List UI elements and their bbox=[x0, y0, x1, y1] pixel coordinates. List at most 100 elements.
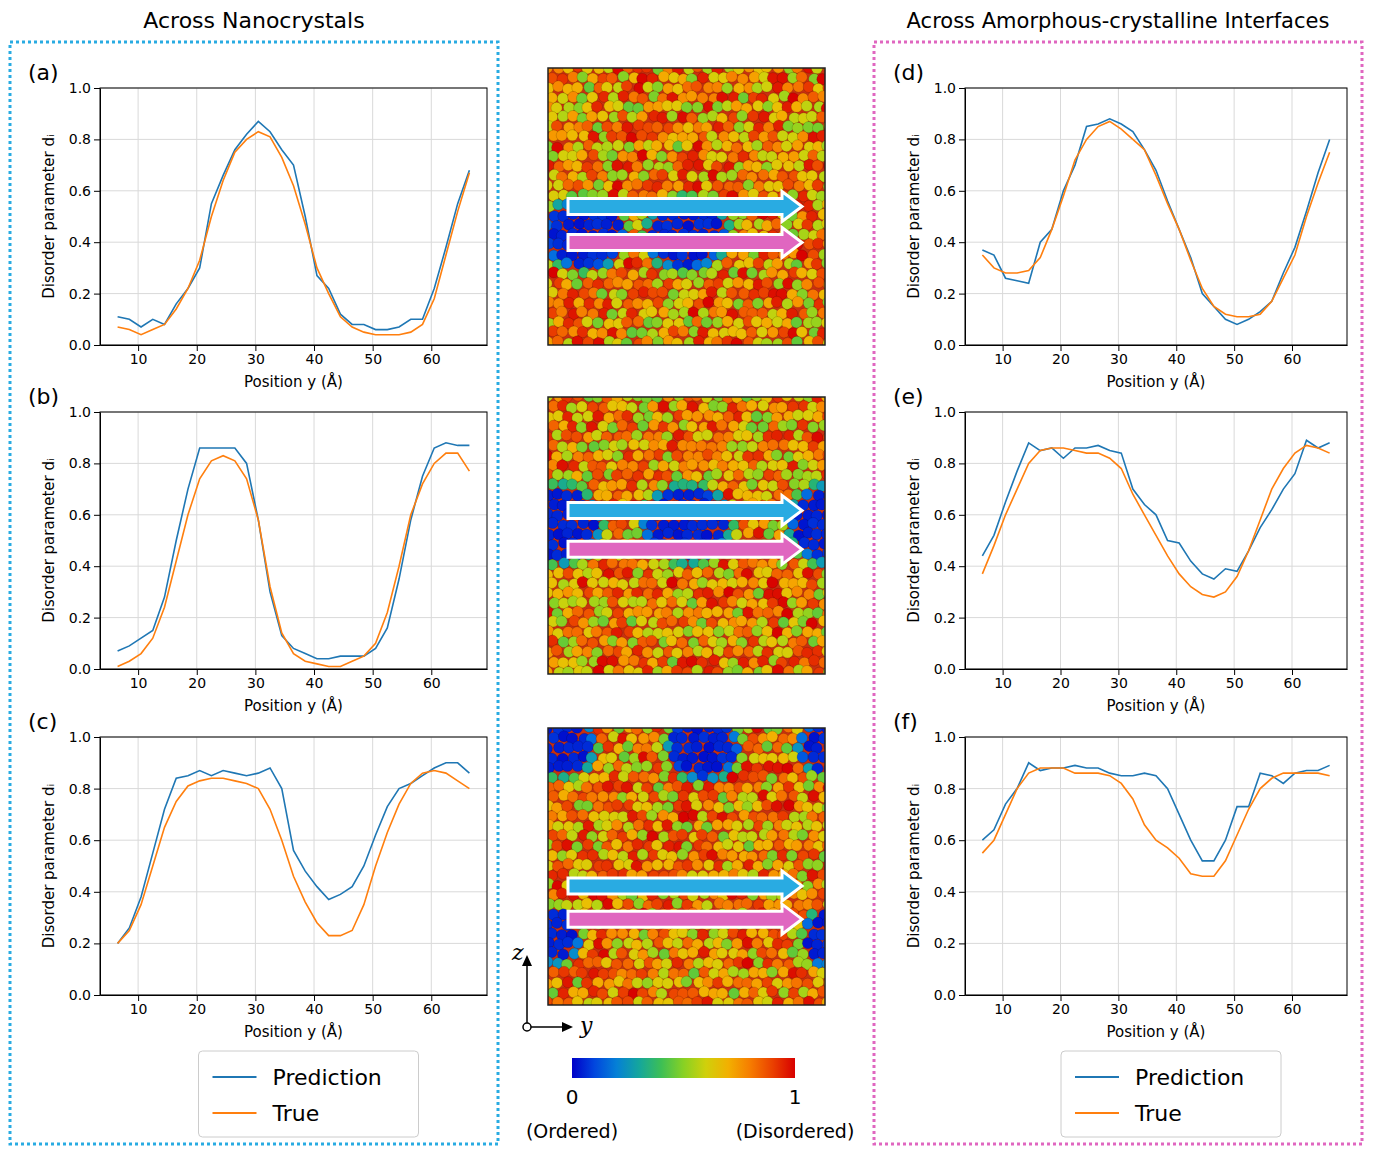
grid-line bbox=[196, 737, 197, 995]
atom bbox=[548, 478, 558, 489]
atom bbox=[759, 111, 770, 122]
tick-label: 60 bbox=[423, 675, 441, 691]
atom bbox=[812, 336, 823, 345]
y-tick: 0.4 bbox=[934, 558, 965, 574]
x-axis: 102030405060 bbox=[101, 345, 488, 367]
atom bbox=[776, 110, 787, 121]
atom bbox=[621, 81, 632, 92]
grid-line bbox=[1060, 737, 1061, 995]
atom bbox=[766, 636, 777, 647]
x-axis-title: Position y (Å) bbox=[1107, 696, 1206, 715]
tick-mark bbox=[94, 840, 100, 841]
atom bbox=[632, 645, 643, 656]
atom bbox=[607, 596, 618, 607]
chart: 1020304050600.00.20.40.60.81.0Position y… bbox=[28, 60, 488, 391]
atom bbox=[592, 411, 603, 422]
y-tick: 0.8 bbox=[934, 455, 965, 471]
x-tick: 10 bbox=[994, 345, 1012, 367]
atom bbox=[807, 421, 818, 432]
y-tick: 1.0 bbox=[69, 404, 100, 420]
atom bbox=[666, 440, 677, 451]
panel-label: (c) bbox=[28, 709, 57, 734]
series-line bbox=[118, 771, 470, 944]
tick-label: 50 bbox=[1226, 1001, 1244, 1017]
atom bbox=[687, 459, 698, 470]
tick-label: 20 bbox=[188, 1001, 206, 1017]
legend-swatch bbox=[1075, 1112, 1119, 1114]
atom bbox=[761, 338, 772, 345]
atom bbox=[758, 421, 769, 432]
atom bbox=[812, 180, 823, 191]
atom bbox=[621, 338, 632, 345]
atom bbox=[658, 401, 669, 412]
tick-label: 0.6 bbox=[69, 183, 91, 199]
x-tick: 10 bbox=[994, 669, 1012, 691]
tick-mark bbox=[959, 412, 965, 413]
atom bbox=[617, 420, 628, 431]
y-tick: 0.2 bbox=[934, 935, 965, 951]
atom bbox=[576, 150, 587, 161]
tick-label: 0.8 bbox=[934, 131, 956, 147]
tick-label: 30 bbox=[1110, 1001, 1128, 1017]
atom bbox=[791, 625, 802, 636]
atom bbox=[801, 489, 812, 500]
atom bbox=[726, 170, 737, 181]
atom bbox=[683, 122, 694, 133]
grid-line bbox=[1176, 737, 1177, 995]
y-tick: 1.0 bbox=[69, 729, 100, 745]
chart: 1020304050600.00.20.40.60.81.0Position y… bbox=[893, 60, 1348, 391]
tick-label: 1.0 bbox=[934, 80, 956, 96]
atom bbox=[656, 151, 667, 162]
atom bbox=[622, 567, 633, 578]
grid-line bbox=[314, 412, 315, 669]
grid-line bbox=[431, 737, 432, 995]
grid-line bbox=[372, 412, 373, 669]
tick-label: 60 bbox=[1284, 351, 1302, 367]
atom bbox=[643, 159, 654, 170]
plot-frame bbox=[965, 412, 1347, 669]
figure: Across NanocrystalsAcross Amorphous-crys… bbox=[0, 0, 1373, 1152]
atom bbox=[794, 160, 805, 171]
atom bbox=[721, 257, 732, 268]
atom bbox=[611, 297, 622, 308]
atom bbox=[718, 519, 729, 530]
atom bbox=[642, 180, 653, 191]
tick-mark bbox=[959, 294, 965, 295]
grid bbox=[965, 88, 1347, 345]
atom bbox=[701, 317, 712, 328]
atom bbox=[646, 269, 657, 280]
grid-line bbox=[1292, 88, 1293, 345]
atom bbox=[566, 479, 577, 490]
x-tick: 60 bbox=[423, 995, 441, 1017]
atom bbox=[548, 577, 557, 588]
column-title: Across Nanocrystals bbox=[143, 8, 364, 33]
series-line bbox=[982, 763, 1329, 861]
atom bbox=[642, 647, 653, 658]
lines bbox=[982, 763, 1329, 877]
grid-line bbox=[965, 943, 1347, 944]
atom bbox=[633, 120, 644, 131]
atom bbox=[717, 401, 728, 412]
tick-label: 0.4 bbox=[934, 558, 956, 574]
x-tick: 40 bbox=[1168, 345, 1186, 367]
atom bbox=[811, 68, 822, 74]
atom bbox=[806, 111, 817, 122]
series-line bbox=[118, 132, 470, 335]
x-tick: 20 bbox=[188, 345, 206, 367]
atom bbox=[667, 268, 678, 279]
atom bbox=[738, 288, 749, 299]
x-tick: 50 bbox=[1226, 669, 1244, 691]
y-tick: 0.6 bbox=[934, 507, 965, 523]
tick-label: 0.6 bbox=[69, 832, 91, 848]
x-axis: 102030405060 bbox=[101, 995, 488, 1017]
legend-box bbox=[1061, 1051, 1281, 1137]
tick-label: 0.6 bbox=[934, 832, 956, 848]
grid-line bbox=[314, 737, 315, 995]
tick-mark bbox=[959, 840, 965, 841]
panel-label: (a) bbox=[28, 60, 59, 85]
y-tick: 0.8 bbox=[934, 781, 965, 797]
tick-label: 40 bbox=[306, 1001, 324, 1017]
tick-label: 20 bbox=[188, 675, 206, 691]
atom bbox=[628, 439, 639, 450]
atom bbox=[697, 519, 708, 530]
